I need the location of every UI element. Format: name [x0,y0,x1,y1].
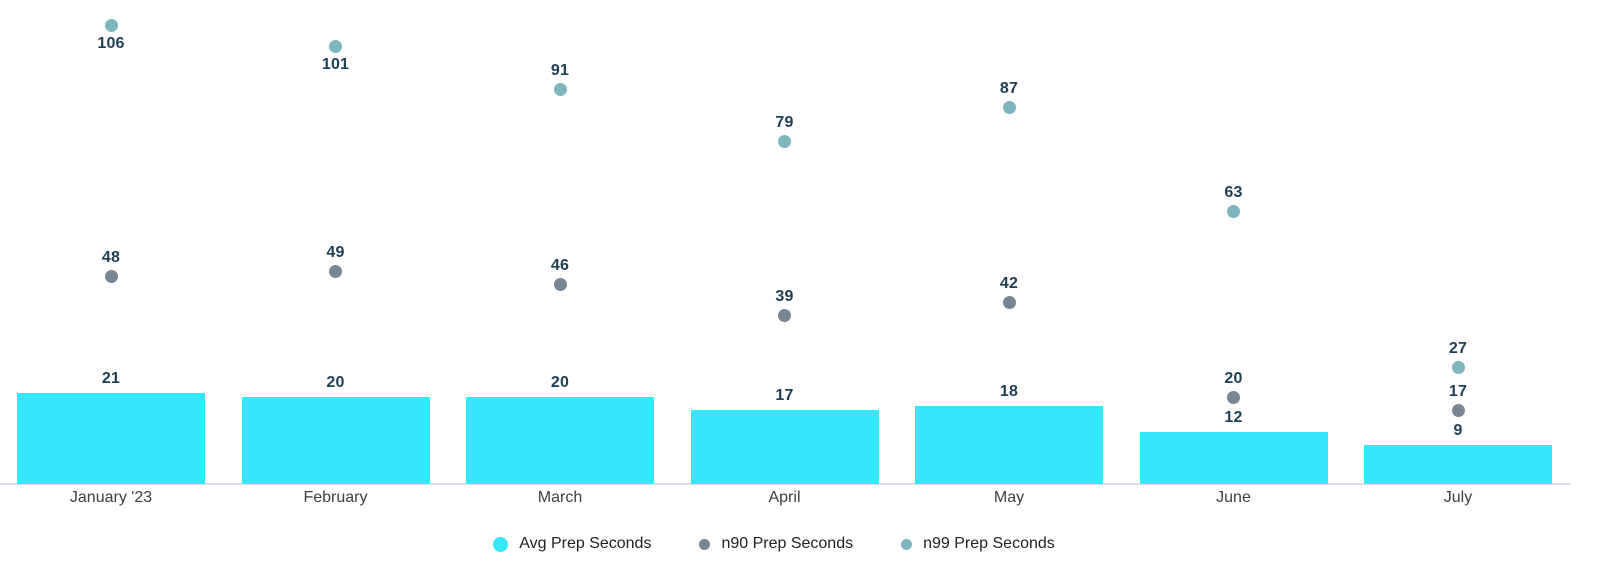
avg-prep-bar[interactable] [17,393,205,484]
n99-dot[interactable] [1451,360,1465,374]
n99-dot[interactable] [329,40,342,54]
n90-dot[interactable] [1002,295,1016,309]
legend-label-n90-prep-seconds: n90 Prep Seconds [721,535,854,552]
legend-item-avg-prep-seconds[interactable]: Avg Prep Seconds [493,534,651,554]
n90-dot[interactable] [778,308,791,322]
legend-item-n99-prep-seconds[interactable]: n99 Prep Seconds [901,534,1055,554]
chart-legend: Avg Prep Seconds n90 Prep Seconds n99 Pr… [0,534,1548,554]
legend-label-n99-prep-seconds: n99 Prep Seconds [923,535,1055,552]
legend-item-n90-prep-seconds[interactable]: n90 Prep Seconds [699,534,853,554]
n99-value-label: 79 [775,114,794,132]
x-axis-label: May [993,489,1025,506]
n90-dot[interactable] [553,278,567,292]
n90-value-label: 48 [101,248,121,266]
x-axis-label: March [537,489,583,506]
avg-prep-bar[interactable] [1139,432,1328,484]
avg-prep-bar[interactable] [466,397,654,484]
x-axis-label: January '23 [69,489,153,506]
n90-dot[interactable] [104,269,118,283]
x-axis-label: July [1443,489,1473,506]
n90-value-label: 49 [326,244,345,262]
n90-value-label: 17 [1448,382,1468,400]
n99-value-label: 101 [321,56,350,74]
bar-value-label: 21 [101,370,121,388]
n99-value-label: 87 [999,79,1019,97]
avg-prep-series-swatch-icon [493,536,509,552]
n99-dot[interactable] [778,135,791,149]
n99-dot[interactable] [1002,100,1016,114]
n90-dot[interactable] [1227,390,1240,404]
bar-value-label: 17 [775,387,794,405]
n99-value-label: 63 [1224,183,1243,201]
bar-value-label: 20 [550,374,570,392]
n90-value-label: 42 [999,274,1019,292]
bar-value-label: 9 [1453,422,1463,440]
x-axis-label: April [768,489,801,506]
bar-value-label: 12 [1224,409,1243,427]
n99-value-label: 91 [550,62,570,80]
n99-dot[interactable] [104,18,118,32]
n90-prep-series-swatch-icon [699,538,711,550]
n90-value-label: 20 [1224,369,1243,387]
n99-value-label: 106 [97,34,125,52]
x-axis-line [0,483,1571,485]
n90-dot[interactable] [1451,403,1465,417]
n99-dot[interactable] [553,83,567,97]
n99-value-label: 27 [1448,339,1468,357]
n99-prep-series-swatch-icon [901,538,913,550]
bar-value-label: 20 [326,374,345,392]
x-axis-label: June [1216,489,1251,506]
legend-label-avg-prep-seconds: Avg Prep Seconds [519,535,652,552]
bar-value-label: 18 [999,383,1019,401]
avg-prep-bar[interactable] [915,406,1103,484]
n90-dot[interactable] [329,265,342,279]
n90-value-label: 46 [550,257,570,275]
avg-prep-bar[interactable] [1364,445,1552,484]
avg-prep-bar[interactable] [241,397,430,484]
x-axis-label: February [303,489,368,506]
n99-dot[interactable] [1227,204,1240,218]
avg-prep-bar[interactable] [690,410,879,484]
n90-value-label: 39 [775,287,794,305]
